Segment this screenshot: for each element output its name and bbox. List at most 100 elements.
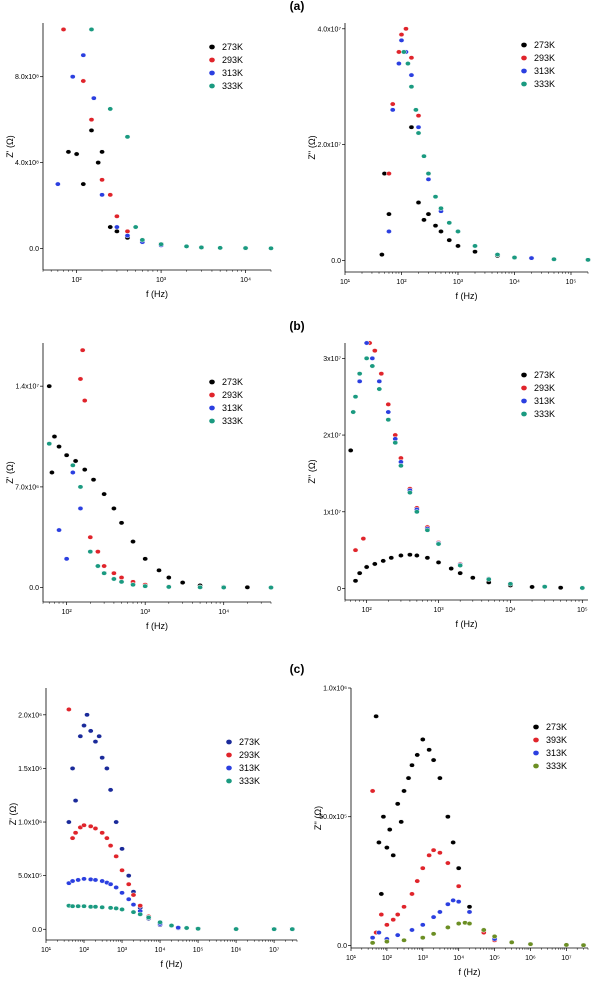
data-point-273K (405, 775, 412, 781)
data-point-333K (408, 84, 415, 90)
data-point-273K (472, 249, 478, 255)
data-point-273K (73, 151, 80, 157)
legend-label-333K: 333K (239, 776, 260, 786)
legend-marker-393K (533, 737, 539, 743)
data-point-293K (118, 575, 125, 580)
legend-label-313K: 313K (534, 66, 555, 76)
data-point-333K (421, 153, 427, 159)
data-point-333K (95, 563, 101, 569)
data-point-313K (528, 255, 535, 261)
data-point-273K (56, 444, 62, 450)
data-point-313K (445, 901, 451, 907)
data-point-273K (426, 747, 432, 753)
data-point-293K (99, 177, 105, 183)
data-point-393K (437, 850, 443, 856)
data-point-393K (390, 917, 397, 923)
data-point-333K (494, 252, 501, 258)
data-point-333K (217, 245, 223, 251)
data-point-313K (356, 378, 363, 384)
data-point-313K (99, 878, 106, 884)
legend-label-333K: 333K (546, 761, 567, 771)
data-point-273K (386, 211, 392, 217)
data-point-313K (80, 52, 87, 58)
data-point-333K (466, 921, 473, 926)
data-point-293K (107, 192, 114, 198)
data-point-313K (69, 878, 76, 884)
data-point-313K (455, 899, 462, 905)
data-point-273K (371, 561, 378, 567)
data-point-333K (183, 925, 190, 931)
data-point-273K (65, 149, 72, 155)
data-point-333K (415, 130, 422, 136)
data-point-333K (414, 509, 420, 515)
data-point-273K (419, 737, 426, 742)
data-point-333K (485, 576, 492, 582)
data-point-273K (432, 223, 439, 229)
panel-label-c: (c) (290, 662, 305, 676)
data-point-273K (72, 798, 79, 804)
data-point-333K (130, 909, 137, 915)
y-tick-label: 50.0x10⁵ (319, 814, 347, 821)
y-tick-label: 0.0 (29, 246, 39, 253)
legend-marker-333K (209, 418, 215, 424)
data-point-293K (371, 348, 378, 354)
data-point-333K (88, 26, 95, 32)
data-point-333K (446, 220, 453, 226)
legend-label-313K: 313K (222, 68, 243, 78)
data-point-333K (220, 585, 227, 590)
chart-3: 0 1x10⁷ 2x10⁷ 3x10⁷ 10² 10³ 10⁴ 10⁵ f (Hz) Z'' (Ω… (307, 340, 588, 629)
data-point-333K (401, 937, 407, 943)
data-point-273K (421, 217, 427, 223)
data-point-333K (142, 583, 149, 589)
legend-label-293K: 293K (222, 390, 243, 400)
data-point-273K (557, 585, 564, 591)
data-point-293K (69, 835, 76, 841)
data-point-313K (430, 914, 437, 920)
data-point-273K (107, 224, 114, 230)
data-point-333K (77, 484, 84, 490)
x-tick-label: 10³ (418, 955, 429, 962)
data-point-333K (87, 549, 94, 555)
data-point-273K (88, 127, 95, 133)
x-tick-label: 10² (62, 609, 73, 616)
legend-marker-333K (521, 81, 527, 87)
data-point-333K (491, 933, 498, 939)
y-tick-label: 0.0 (337, 943, 347, 950)
data-point-273K (386, 827, 393, 833)
data-point-273K (51, 434, 58, 439)
x-tick-label: 10³ (156, 277, 167, 284)
data-point-333K (113, 905, 119, 911)
legend-label-333K: 333K (534, 79, 555, 89)
legend-marker-313K (226, 765, 232, 771)
legend-marker-313K (521, 68, 527, 74)
chart-5: 0.0 50.0x10⁵ 1.0x10⁶ 10¹ 10² 10³ 10⁴ 10⁵ 10⁶ 10⁷ f… (313, 686, 589, 977)
x-axis-label: f (Hz) (161, 959, 183, 969)
legend-label-333K: 333K (534, 409, 555, 419)
data-point-333K (508, 939, 515, 945)
x-tick-label: 10³ (140, 609, 151, 616)
legend-marker-273K (209, 44, 215, 50)
data-point-273K (347, 447, 354, 453)
data-point-293K (79, 347, 86, 353)
data-point-333K (455, 921, 462, 926)
data-point-333K (69, 903, 76, 909)
data-point-273K (63, 452, 70, 458)
data-point-273K (244, 584, 251, 590)
legend-label-393K: 393K (546, 735, 567, 745)
x-tick-label: 10² (72, 277, 83, 284)
data-point-333K (438, 205, 444, 211)
legend-label-273K: 273K (546, 722, 567, 732)
legend-marker-313K (533, 750, 539, 756)
data-point-313K (385, 409, 392, 415)
panel-label-b: (b) (289, 319, 304, 333)
data-point-313K (376, 378, 383, 384)
data-point-333K (384, 939, 390, 945)
legend-label-273K: 273K (239, 737, 260, 747)
data-point-273K (414, 553, 420, 558)
data-point-273K (394, 801, 401, 807)
data-point-273K (90, 477, 97, 483)
data-point-333K (145, 915, 152, 920)
data-point-333K (392, 440, 399, 446)
chart-4: 0.0 5.0x10⁵ 1.0x10⁶ 1.5x10⁶ 2.0x10⁶ 10¹ 10² 10³… (8, 688, 298, 969)
data-point-333K (99, 904, 106, 910)
